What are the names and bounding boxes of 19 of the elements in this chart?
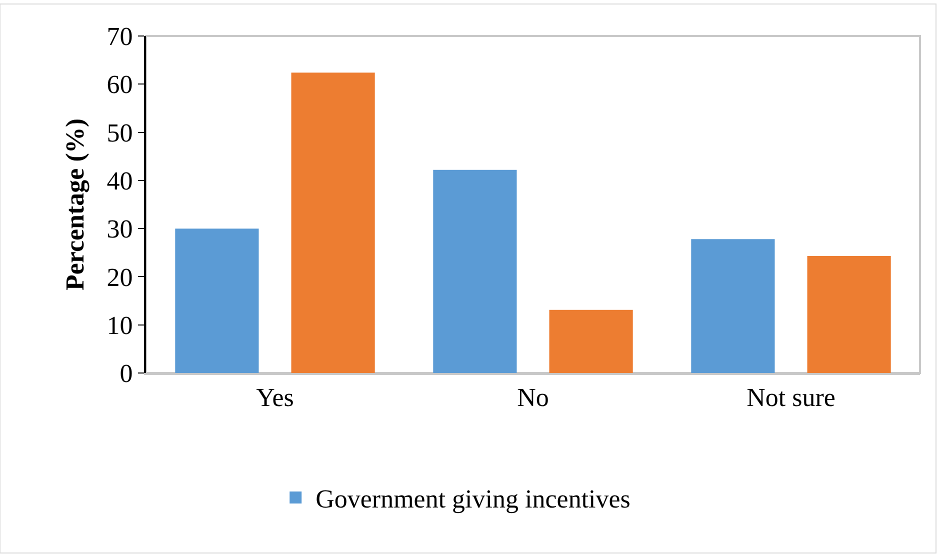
y-tick-label: 60 [106, 70, 133, 100]
y-tick-label: 40 [106, 166, 133, 196]
x-tick-label: Yes [256, 383, 294, 412]
y-tick-label: 20 [106, 262, 133, 292]
x-tick-label: No [517, 383, 549, 412]
y-tick-label: 30 [106, 214, 133, 244]
bar [433, 170, 517, 373]
y-tick-label: 50 [106, 118, 133, 148]
bar [691, 239, 775, 373]
y-axis-title: Percentage (%) [60, 118, 90, 291]
y-tick-label: 0 [120, 359, 133, 388]
bar [291, 72, 375, 373]
bar [549, 310, 633, 373]
bar [807, 256, 891, 373]
x-tick-label: Not sure [746, 383, 836, 412]
bar [175, 228, 259, 373]
y-tick-label: 70 [106, 22, 133, 52]
y-tick-label: 10 [106, 310, 133, 340]
legend-label: Government giving incentives [316, 484, 630, 514]
